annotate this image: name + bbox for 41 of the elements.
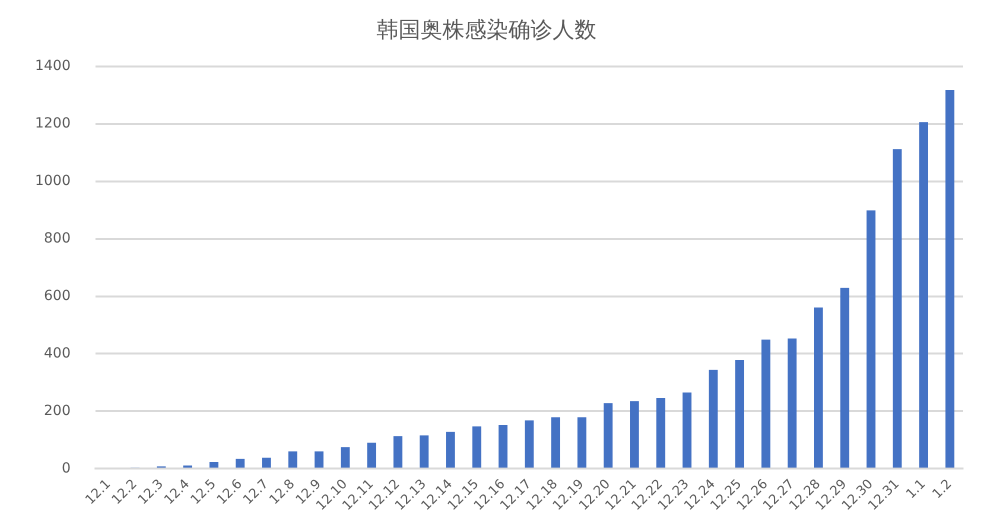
bar [446, 432, 455, 468]
bar [604, 403, 613, 468]
bar [735, 360, 744, 468]
bar [472, 426, 482, 468]
bar [945, 90, 954, 468]
bar [314, 451, 324, 468]
y-tick-label: 1400 [34, 58, 71, 74]
bar [209, 462, 218, 468]
y-tick-label: 600 [44, 288, 71, 304]
chart-title: 韩国奥株感染确诊人数 [376, 18, 596, 43]
y-tick-label: 1200 [34, 116, 71, 132]
bar [577, 417, 586, 468]
bar [761, 340, 770, 468]
bar [840, 288, 850, 468]
bar [892, 149, 902, 468]
x-tick-label: 1.2 [930, 476, 956, 502]
bar [393, 436, 402, 468]
y-tick-label: 1000 [34, 172, 71, 189]
bar [788, 338, 797, 468]
y-tick-label: 400 [44, 345, 71, 362]
bar [630, 401, 639, 468]
bar [708, 370, 718, 468]
bar [524, 420, 534, 468]
bar [656, 398, 666, 468]
bar [682, 392, 692, 468]
bar [288, 451, 298, 468]
bar [498, 424, 508, 468]
bar [814, 307, 823, 468]
bar [340, 447, 350, 468]
y-tick-label: 0 [62, 460, 71, 476]
y-tick-label: 200 [44, 402, 71, 419]
bar [551, 417, 560, 468]
bar [367, 442, 376, 468]
bar [919, 122, 928, 468]
bar [183, 465, 192, 468]
bar [420, 435, 429, 468]
x-tick-label: 1.1 [904, 476, 929, 502]
bar [236, 458, 245, 468]
bar [262, 458, 271, 468]
bar [866, 210, 876, 468]
y-tick-label: 800 [44, 230, 71, 246]
